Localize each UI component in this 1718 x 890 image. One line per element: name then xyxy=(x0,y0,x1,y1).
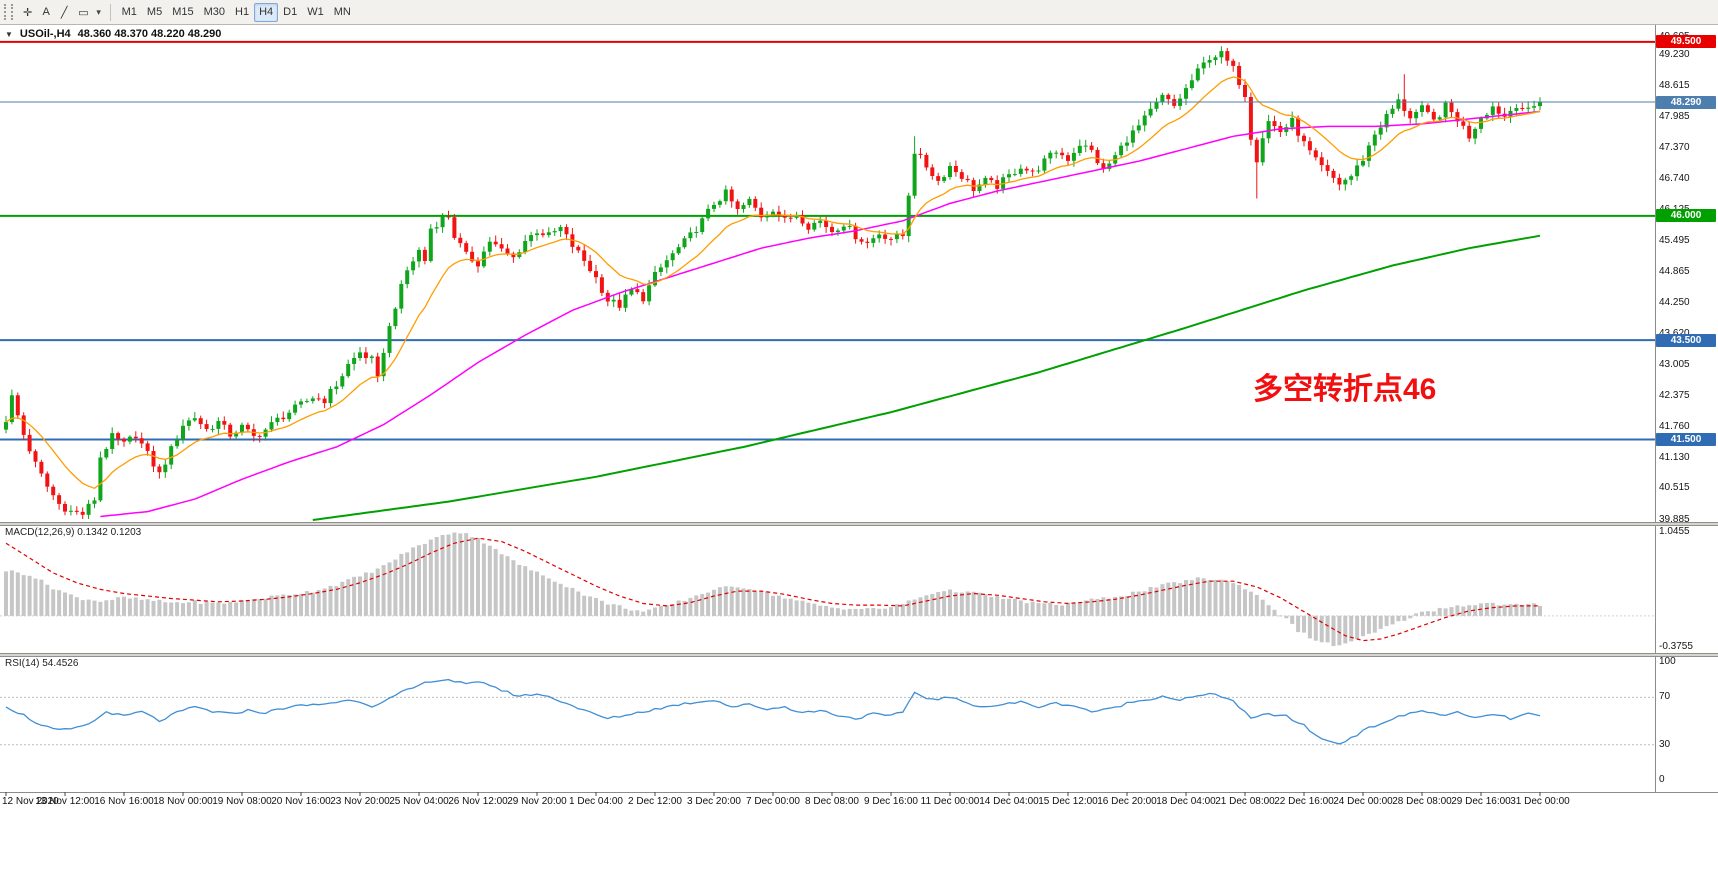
time-axis-label: 16 Dec 20:00 xyxy=(1097,796,1157,807)
ma-fast-line xyxy=(5,76,1541,490)
crosshair-tool-icon[interactable]: ✛ xyxy=(18,3,37,22)
time-axis-label: 13 Nov 12:00 xyxy=(35,796,95,807)
rsi-scale-label: 100 xyxy=(1659,656,1676,667)
time-axis-label: 22 Dec 16:00 xyxy=(1274,796,1334,807)
macd-scale-top-label: 1.0455 xyxy=(1659,526,1690,537)
price-level-box-43.500: 43.500 xyxy=(1656,334,1716,347)
price-level-box-46.000: 46.000 xyxy=(1656,209,1716,222)
price-scale-label: 43.005 xyxy=(1659,359,1690,370)
chart-text-annotation[interactable]: 多空转折点46 xyxy=(1253,373,1437,406)
price-scale-label: 46.740 xyxy=(1659,173,1690,184)
macd-indicator-label: MACD(12,26,9) 0.1342 0.1203 xyxy=(5,527,142,538)
price-scale-label: 49.230 xyxy=(1659,49,1690,60)
time-axis-label: 20 Nov 16:00 xyxy=(271,796,331,807)
timeframe-button-M30[interactable]: M30 xyxy=(199,3,230,22)
price-scale-label: 48.615 xyxy=(1659,80,1690,91)
ma-mid-line xyxy=(100,110,1541,518)
time-axis-label: 31 Dec 00:00 xyxy=(1510,796,1570,807)
macd-scale-bottom-label: -0.3755 xyxy=(1659,641,1693,652)
time-axis-label: 28 Dec 08:00 xyxy=(1392,796,1452,807)
time-axis-label: 9 Dec 16:00 xyxy=(864,796,918,807)
timeframe-button-M5[interactable]: M5 xyxy=(142,3,167,22)
price-scale-label: 41.760 xyxy=(1659,421,1690,432)
price-level-box-41.500: 41.500 xyxy=(1656,433,1716,446)
rsi-indicator-label: RSI(14) 54.4526 xyxy=(5,658,79,669)
price-level-box-48.290: 48.290 xyxy=(1656,96,1716,109)
chart-ohlc-values: 48.360 48.370 48.220 48.290 xyxy=(77,28,222,40)
time-axis-label: 19 Nov 08:00 xyxy=(212,796,272,807)
time-axis-label: 29 Nov 20:00 xyxy=(507,796,567,807)
rsi-scale-label: 30 xyxy=(1659,739,1671,750)
time-axis-label: 16 Nov 16:00 xyxy=(94,796,154,807)
chart-plot-canvas[interactable] xyxy=(0,25,1718,890)
time-axis-label: 3 Dec 20:00 xyxy=(687,796,741,807)
time-axis-label: 11 Dec 00:00 xyxy=(920,796,980,807)
price-scale[interactable]: 49.60549.23048.61547.98547.37046.74046.1… xyxy=(1656,25,1718,815)
time-axis-label: 29 Dec 16:00 xyxy=(1451,796,1511,807)
time-axis-label: 24 Dec 00:00 xyxy=(1333,796,1393,807)
time-axis-label: 8 Dec 08:00 xyxy=(805,796,859,807)
time-axis-label: 25 Nov 04:00 xyxy=(389,796,449,807)
time-axis[interactable]: 12 Nov 2020 13 Nov 12:00 16 Nov 16:00 18 No… xyxy=(0,792,1718,814)
panel-splitter-rsi[interactable] xyxy=(0,653,1718,657)
price-scale-label: 45.495 xyxy=(1659,235,1690,246)
shapes-tool-icon[interactable]: ▭ xyxy=(73,3,93,22)
toolbar-grip-handle[interactable] xyxy=(4,4,13,20)
price-scale-label: 44.865 xyxy=(1659,266,1690,277)
rsi-line xyxy=(5,678,1541,745)
panel-splitter-macd[interactable] xyxy=(0,522,1718,526)
horizontal-line-objects xyxy=(0,40,1655,441)
time-axis-label: 15 Dec 12:00 xyxy=(1038,796,1098,807)
chart-symbol-label: USOil-,H4 xyxy=(19,28,71,40)
price-scale-label: 39.885 xyxy=(1659,514,1690,525)
ma-slow-line xyxy=(312,234,1541,521)
candles xyxy=(4,46,1542,519)
timeframe-button-W1[interactable]: W1 xyxy=(302,3,329,22)
shapes-caret-icon[interactable]: ▾ xyxy=(94,3,104,22)
chart-window: ▼ USOil-,H4 48.360 48.370 48.220 48.290 … xyxy=(0,25,1718,890)
timeframe-button-M1[interactable]: M1 xyxy=(117,3,142,22)
time-axis-label: 14 Dec 04:00 xyxy=(979,796,1039,807)
time-axis-label: 1 Dec 04:00 xyxy=(569,796,623,807)
time-axis-label: 18 Dec 04:00 xyxy=(1156,796,1216,807)
time-axis-label: 2 Dec 12:00 xyxy=(628,796,682,807)
time-axis-label: 12 Nov 2020 xyxy=(2,796,59,807)
price-scale-label: 44.250 xyxy=(1659,297,1690,308)
macd-signal-line xyxy=(5,537,1540,642)
price-scale-label: 47.370 xyxy=(1659,142,1690,153)
top-toolbar: ✛ A ╱ ▭ ▾ M1 M5 M15 M30 H1 H4 D1 W1 MN xyxy=(0,0,1718,25)
timeframe-button-D1[interactable]: D1 xyxy=(278,3,302,22)
price-scale-label: 41.130 xyxy=(1659,452,1690,463)
macd-histogram xyxy=(4,532,1542,647)
rsi-scale-label: 70 xyxy=(1659,691,1671,702)
timeframe-button-H1[interactable]: H1 xyxy=(230,3,254,22)
time-axis-label: 18 Nov 00:00 xyxy=(153,796,213,807)
price-scale-label: 47.985 xyxy=(1659,111,1690,122)
timeframe-button-H4[interactable]: H4 xyxy=(254,2,279,22)
chart-title: ▼ USOil-,H4 48.360 48.370 48.220 48.290 xyxy=(5,28,221,40)
time-axis-label: 21 Dec 08:00 xyxy=(1215,796,1275,807)
time-axis-label: 23 Nov 20:00 xyxy=(330,796,390,807)
trendline-tool-icon[interactable]: ╱ xyxy=(55,3,73,22)
timeframe-button-M15[interactable]: M15 xyxy=(167,3,198,22)
price-scale-label: 40.515 xyxy=(1659,482,1690,493)
time-axis-label: 26 Nov 12:00 xyxy=(448,796,508,807)
price-scale-label: 42.375 xyxy=(1659,390,1690,401)
text-tool-icon[interactable]: A xyxy=(37,3,55,22)
rsi-scale-label: 0 xyxy=(1659,774,1665,785)
price-scale-label: 43.620 xyxy=(1659,328,1690,339)
timeframe-buttons-group: M1 M5 M15 M30 H1 H4 D1 W1 MN xyxy=(117,2,356,22)
time-axis-label: 7 Dec 00:00 xyxy=(746,796,800,807)
toolbar-separator xyxy=(109,3,111,21)
chart-collapse-icon[interactable]: ▼ xyxy=(5,29,13,39)
price-level-box-49.500: 49.500 xyxy=(1656,35,1716,48)
drawing-tools-group: ✛ A ╱ ▭ ▾ xyxy=(18,3,104,22)
timeframe-button-MN[interactable]: MN xyxy=(329,3,356,22)
